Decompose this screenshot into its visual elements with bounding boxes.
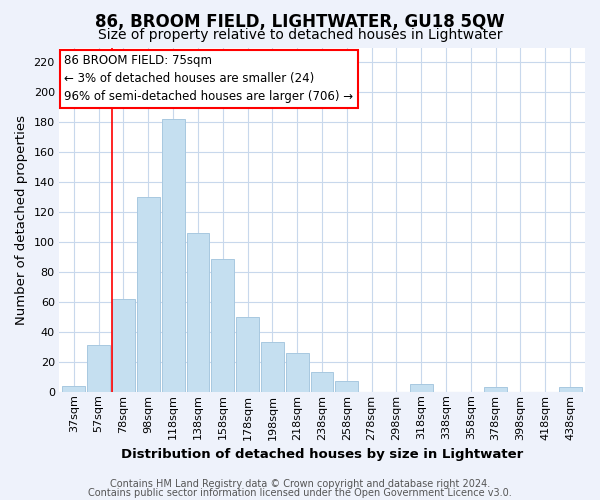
Y-axis label: Number of detached properties: Number of detached properties xyxy=(15,114,28,324)
Bar xyxy=(261,342,284,392)
Bar xyxy=(311,372,334,392)
Bar xyxy=(187,233,209,392)
Bar xyxy=(112,299,135,392)
Text: 86 BROOM FIELD: 75sqm
← 3% of detached houses are smaller (24)
96% of semi-detac: 86 BROOM FIELD: 75sqm ← 3% of detached h… xyxy=(64,54,353,104)
Bar xyxy=(559,388,581,392)
Bar xyxy=(286,353,308,392)
Bar xyxy=(211,258,234,392)
X-axis label: Distribution of detached houses by size in Lightwater: Distribution of detached houses by size … xyxy=(121,448,523,461)
Bar xyxy=(410,384,433,392)
Bar xyxy=(62,386,85,392)
Text: Contains public sector information licensed under the Open Government Licence v3: Contains public sector information licen… xyxy=(88,488,512,498)
Bar xyxy=(161,120,185,392)
Bar xyxy=(137,197,160,392)
Text: Contains HM Land Registry data © Crown copyright and database right 2024.: Contains HM Land Registry data © Crown c… xyxy=(110,479,490,489)
Bar xyxy=(236,317,259,392)
Bar xyxy=(87,346,110,392)
Text: 86, BROOM FIELD, LIGHTWATER, GU18 5QW: 86, BROOM FIELD, LIGHTWATER, GU18 5QW xyxy=(95,12,505,30)
Text: Size of property relative to detached houses in Lightwater: Size of property relative to detached ho… xyxy=(98,28,502,42)
Bar xyxy=(484,388,507,392)
Bar xyxy=(335,382,358,392)
